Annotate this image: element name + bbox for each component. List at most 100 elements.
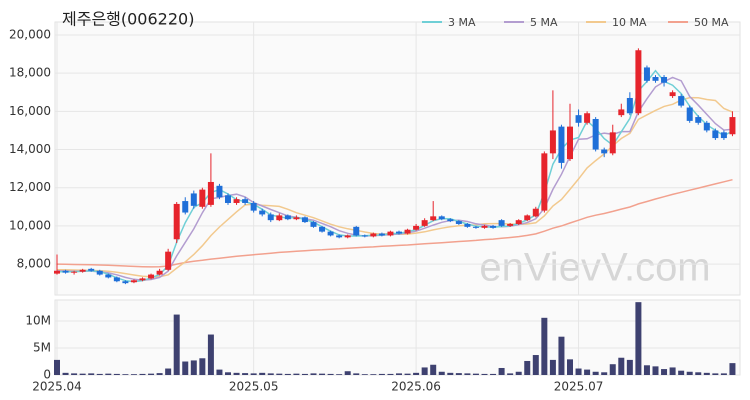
- volume-bar: [387, 373, 394, 375]
- candle-body: [396, 231, 402, 234]
- candle-body: [609, 132, 616, 154]
- volume-bar: [353, 373, 360, 375]
- volume-bar: [532, 355, 539, 375]
- volume-bar: [464, 373, 471, 375]
- candles: [54, 48, 736, 285]
- volume-bar: [498, 367, 505, 375]
- y-tick-label: 16,000: [9, 104, 51, 118]
- candle-body: [242, 199, 249, 203]
- candle-body: [370, 233, 377, 237]
- legend-label: 10 MA: [612, 16, 647, 29]
- volume-bar: [541, 317, 548, 375]
- volume-panel: [54, 299, 741, 376]
- candle-body: [703, 122, 710, 131]
- volume-bar: [199, 358, 206, 375]
- candle-body: [310, 222, 317, 227]
- volume-bar: [584, 369, 591, 375]
- candle-body: [490, 225, 497, 228]
- volume-bar: [455, 373, 462, 375]
- volume-bar: [54, 359, 60, 375]
- volume-bar: [96, 373, 103, 375]
- candle-body: [661, 76, 668, 83]
- candle-body: [276, 215, 283, 221]
- volume-bar: [669, 367, 676, 375]
- candle-body: [643, 67, 650, 81]
- candle-body: [404, 229, 411, 234]
- volume-bar: [626, 359, 633, 375]
- volume-bar: [490, 373, 497, 375]
- volume-bar: [259, 372, 266, 375]
- candle-body: [472, 226, 479, 228]
- candle-body: [165, 251, 172, 270]
- candle-body: [156, 270, 163, 275]
- y-tick-label: 10,000: [9, 218, 51, 232]
- volume-bar: [165, 368, 172, 375]
- candle-body: [413, 225, 420, 230]
- y-tick-label: 18,000: [9, 66, 51, 80]
- candle-body: [113, 277, 120, 282]
- y-tick-label: 12,000: [9, 180, 51, 194]
- legend-label: 3 MA: [448, 16, 476, 29]
- volume-bar: [618, 357, 625, 375]
- volume-bar: [250, 373, 257, 375]
- candle-body: [71, 271, 78, 273]
- volume-bar: [695, 372, 702, 375]
- candle-body: [250, 202, 257, 211]
- candle-body: [524, 215, 531, 221]
- candle-body: [96, 270, 103, 275]
- candle-body: [284, 215, 291, 220]
- candle-body: [105, 274, 112, 278]
- candle-body: [225, 195, 231, 203]
- candle-body: [122, 281, 129, 284]
- candle-body: [455, 221, 462, 224]
- volume-bar: [652, 366, 659, 375]
- candle-body: [378, 233, 385, 236]
- volume-bar: [113, 373, 120, 375]
- volume-bar: [703, 372, 710, 375]
- watermark: enVievV.com: [479, 246, 710, 290]
- volume-tick-label: 5M: [33, 341, 51, 355]
- volume-bar: [678, 370, 685, 375]
- x-tick-label: 2025.05: [229, 380, 279, 394]
- volume-bar: [635, 302, 642, 375]
- price-panel: [54, 21, 741, 296]
- candle-body: [584, 113, 591, 123]
- candle-body: [182, 201, 189, 213]
- volume-bar: [344, 371, 351, 375]
- candle-body: [421, 220, 428, 226]
- volume-bar: [105, 373, 112, 375]
- volume-bar: [216, 369, 223, 375]
- candle-body: [207, 181, 214, 205]
- x-tick-label: 2025.06: [391, 380, 441, 394]
- candle-body: [319, 226, 326, 232]
- candle-body: [438, 216, 445, 220]
- volume-bar: [207, 334, 214, 375]
- volume-bar: [370, 374, 377, 375]
- volume-bar: [447, 372, 454, 375]
- legend-label: 50 MA: [694, 16, 729, 29]
- volume-bar: [361, 374, 368, 375]
- volume-bar: [481, 373, 488, 375]
- candle-body: [430, 216, 437, 221]
- candle-body: [327, 231, 334, 236]
- volume-bar: [148, 373, 155, 375]
- candle-body: [54, 270, 60, 274]
- volume-bar: [293, 373, 300, 375]
- candle-body: [601, 149, 608, 154]
- candle-body: [720, 132, 727, 139]
- candle-body: [464, 223, 471, 227]
- candle-body: [233, 199, 240, 203]
- candle-body: [387, 231, 394, 236]
- volume-bar: [567, 359, 573, 375]
- volume-bar: [225, 372, 231, 375]
- volume-bar: [327, 373, 334, 375]
- volume-bar: [79, 373, 86, 375]
- candle-body: [686, 107, 693, 121]
- volume-tick-label: 10M: [25, 314, 51, 328]
- volume-bar: [712, 373, 719, 375]
- volume-bar: [507, 373, 514, 375]
- candle-body: [498, 220, 505, 226]
- candle-body: [79, 269, 86, 272]
- candle-body: [130, 280, 137, 283]
- volume-bar: [729, 363, 736, 375]
